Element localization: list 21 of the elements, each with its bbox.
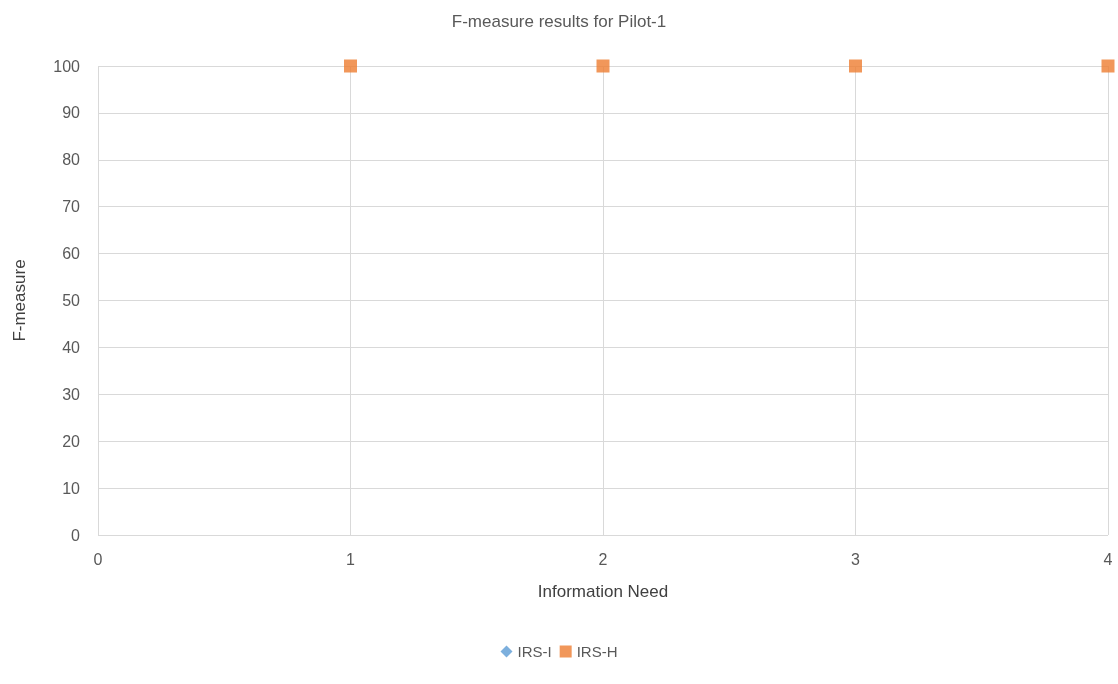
y-tick-label: 70	[62, 198, 81, 216]
legend-label: IRS-I	[517, 643, 552, 660]
y-tick-label: 50	[62, 292, 81, 309]
x-tick-label: 1	[346, 550, 356, 568]
legend-label: IRS-H	[576, 643, 618, 660]
y-tick-label: 30	[62, 385, 81, 403]
x-tick-label: 2	[598, 550, 608, 568]
y-tick-label: 90	[62, 104, 81, 122]
x-tick-label: 0	[93, 550, 103, 568]
y-tick-label: 10	[62, 479, 81, 497]
y-tick-label: 0	[71, 526, 81, 544]
y-tick-label: 40	[62, 338, 81, 356]
y-tick-label: 60	[62, 245, 81, 263]
x-tick-label: 4	[1103, 550, 1113, 568]
x-tick-label: 3	[851, 550, 861, 568]
x-axis-title: Information Need	[537, 582, 669, 601]
y-tick-label: 100	[53, 57, 81, 75]
y-tick-label: 80	[62, 151, 81, 169]
y-tick-label: 20	[62, 432, 81, 450]
y-axis-title: F-measure	[10, 259, 29, 342]
chart-title: F-measure results for Pilot-1	[451, 12, 667, 31]
